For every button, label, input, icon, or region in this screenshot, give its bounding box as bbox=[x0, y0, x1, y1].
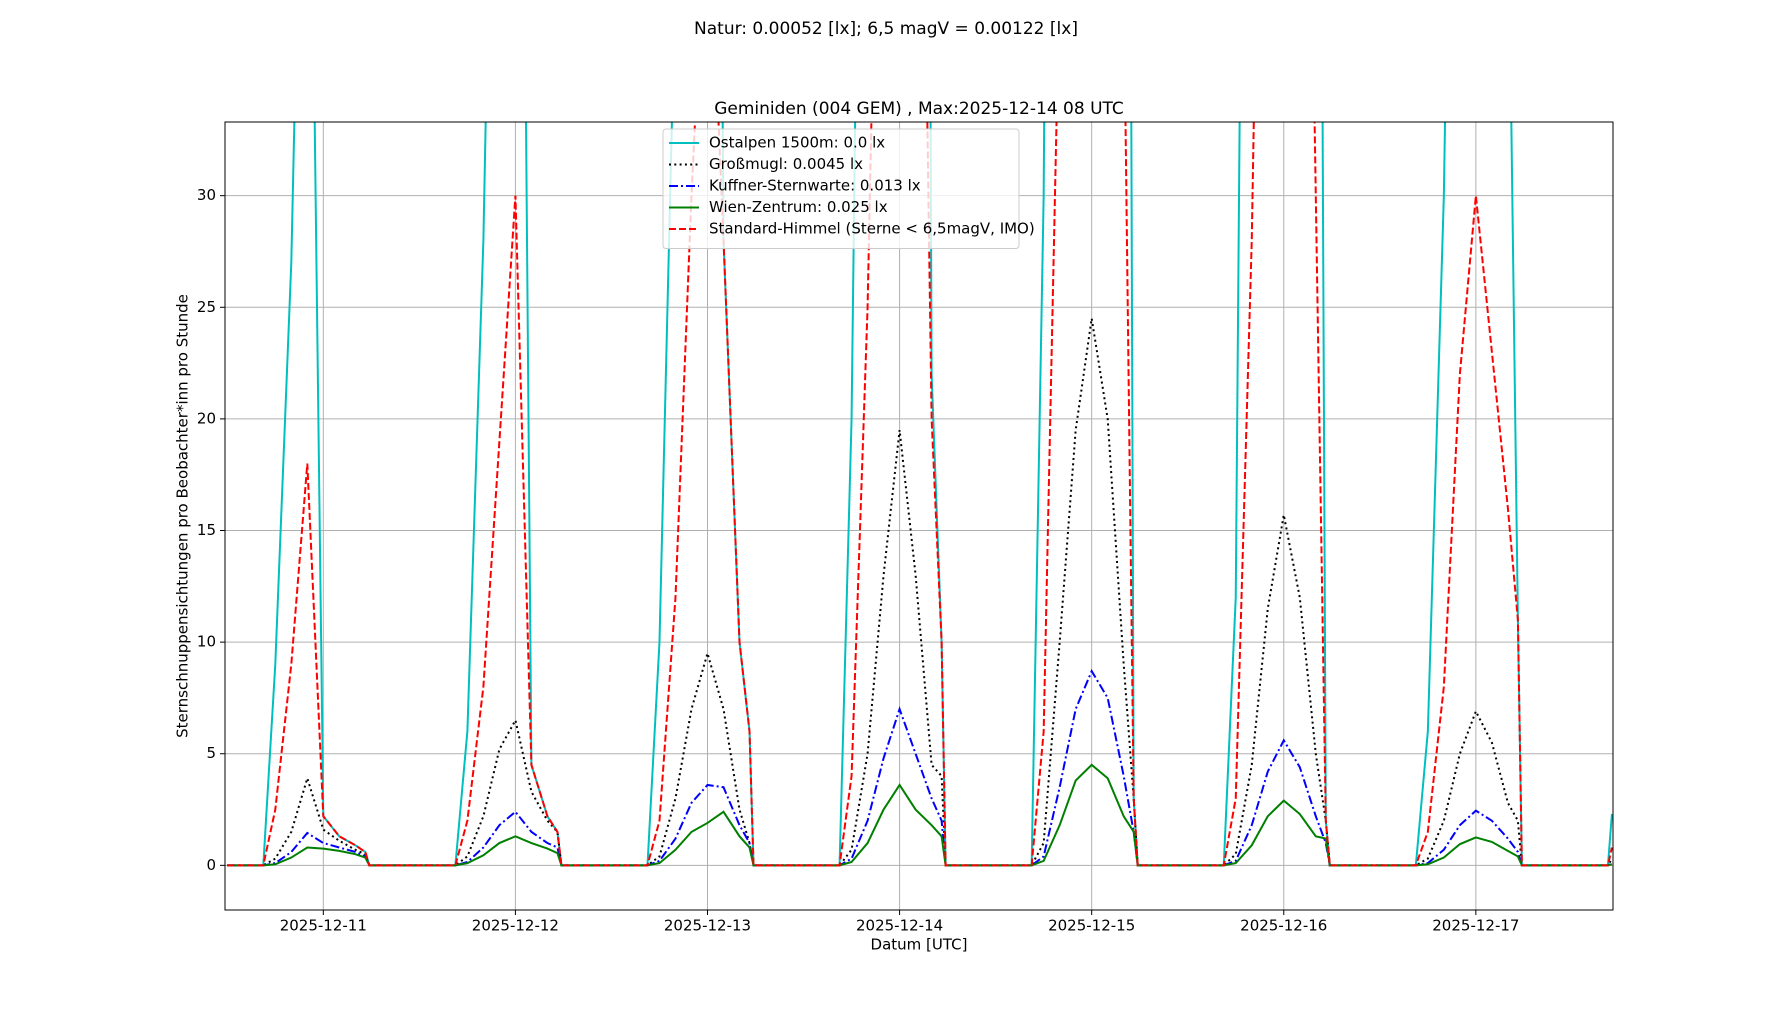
legend-label: Ostalpen 1500m: 0.0 lx bbox=[709, 134, 885, 152]
legend-label: Wien-Zentrum: 0.025 lx bbox=[709, 198, 888, 216]
y-tick-label: 10 bbox=[197, 633, 216, 651]
legend-label: Großmugl: 0.0045 lx bbox=[709, 155, 863, 173]
x-tick-label: 2025-12-11 bbox=[280, 917, 367, 935]
x-tick-label: 2025-12-14 bbox=[856, 917, 943, 935]
x-tick-label: 2025-12-17 bbox=[1432, 917, 1519, 935]
legend-label: Standard-Himmel (Sterne < 6,5magV, IMO) bbox=[709, 220, 1035, 238]
suptitle: Natur: 0.00052 [lx]; 6,5 magV = 0.00122 … bbox=[694, 19, 1078, 39]
plot-frame bbox=[224, 121, 1614, 911]
y-tick-label: 0 bbox=[206, 856, 216, 874]
y-tick-label: 5 bbox=[206, 744, 216, 762]
x-tick-label: 2025-12-16 bbox=[1240, 917, 1327, 935]
legend-box bbox=[662, 128, 1020, 249]
y-tick-label: 30 bbox=[197, 186, 216, 204]
x-tick-label: 2025-12-13 bbox=[664, 917, 751, 935]
x-tick-label: 2025-12-12 bbox=[472, 917, 559, 935]
y-axis-label: Sternschnuppensichtungen pro Beobachter*… bbox=[174, 294, 192, 738]
x-axis-label: Datum [UTC] bbox=[871, 936, 968, 954]
series-line bbox=[227, 763, 1613, 867]
series-line bbox=[227, 318, 1613, 867]
series-line bbox=[227, 668, 1613, 867]
chart-title: Geminiden (004 GEM) , Max:2025-12-14 08 … bbox=[714, 99, 1124, 119]
plot-area bbox=[227, 122, 1613, 867]
legend-label: Kuffner-Sternwarte: 0.013 lx bbox=[709, 177, 921, 195]
y-tick-label: 20 bbox=[197, 409, 216, 427]
y-tick-label: 25 bbox=[197, 298, 216, 316]
y-tick-label: 15 bbox=[197, 521, 216, 539]
x-tick-label: 2025-12-15 bbox=[1048, 917, 1135, 935]
series-line bbox=[227, 122, 1613, 867]
